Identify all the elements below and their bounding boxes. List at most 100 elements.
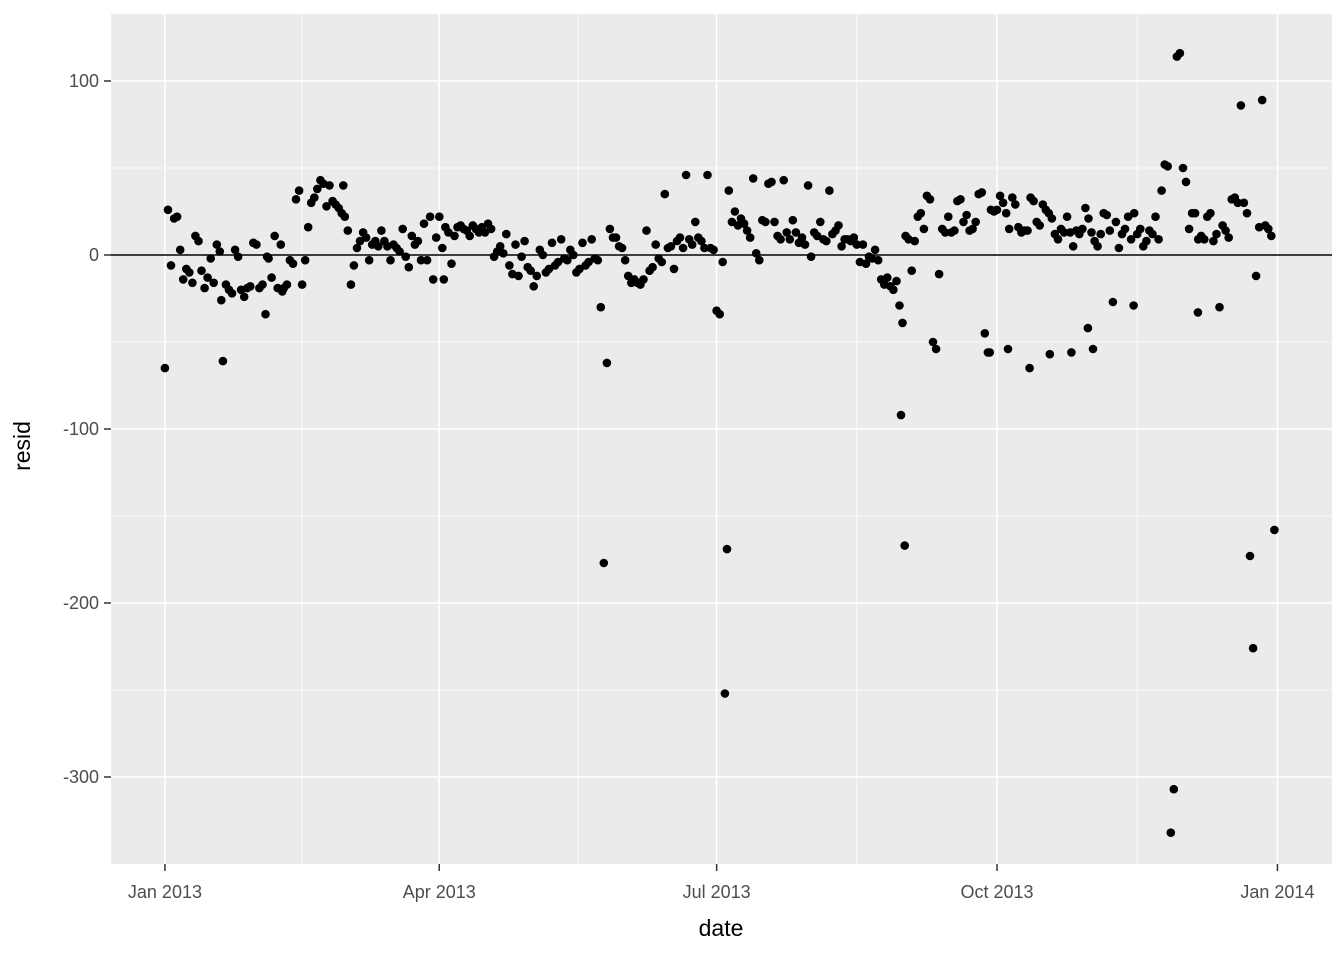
data-point <box>264 254 273 263</box>
data-point <box>447 259 456 269</box>
data-point <box>1206 208 1215 218</box>
data-point <box>1088 344 1098 354</box>
x-tick-label: Jan 2013 <box>128 882 202 902</box>
data-point <box>785 235 795 244</box>
data-point <box>529 282 538 291</box>
data-point <box>511 240 520 249</box>
data-point <box>200 283 209 293</box>
data-point <box>209 278 218 288</box>
data-point <box>230 245 240 255</box>
data-point <box>310 193 319 202</box>
data-point <box>681 170 691 180</box>
data-point <box>1148 229 1157 239</box>
data-point <box>1062 212 1072 221</box>
data-point <box>1114 243 1124 253</box>
data-point <box>313 184 322 194</box>
data-point <box>968 224 977 234</box>
data-point <box>203 273 212 282</box>
data-point <box>928 337 938 347</box>
data-point <box>197 266 206 276</box>
data-point <box>1136 224 1145 234</box>
data-point <box>185 268 194 277</box>
data-point <box>563 255 572 265</box>
y-tick-label: 0 <box>89 245 99 265</box>
data-point <box>1129 208 1139 218</box>
data-point <box>1157 186 1166 195</box>
data-point <box>340 212 350 221</box>
data-point <box>288 259 298 269</box>
data-point <box>687 240 697 249</box>
data-point <box>404 262 414 272</box>
data-point <box>587 235 596 244</box>
data-point <box>596 302 606 312</box>
data-point <box>520 236 529 246</box>
data-point <box>1008 193 1017 202</box>
data-point <box>258 280 267 289</box>
data-point <box>267 273 276 282</box>
data-point <box>755 255 764 265</box>
data-point <box>1175 48 1185 58</box>
data-point <box>892 276 901 286</box>
data-point <box>377 226 386 235</box>
data-point <box>816 217 825 227</box>
data-point <box>870 245 880 255</box>
data-point <box>514 271 523 281</box>
data-point <box>172 212 182 221</box>
data-point <box>435 212 444 221</box>
data-point <box>1169 784 1179 794</box>
data-point <box>730 207 740 216</box>
data-point <box>720 689 730 698</box>
data-point <box>1184 224 1194 234</box>
data-point <box>925 195 935 204</box>
data-point <box>398 224 408 234</box>
data-point <box>910 236 919 246</box>
data-point <box>352 243 362 253</box>
data-point <box>361 233 371 242</box>
data-point <box>675 233 685 242</box>
data-point <box>919 224 929 234</box>
y-tick-label: 100 <box>69 71 99 91</box>
data-point <box>322 202 331 211</box>
data-point <box>896 410 906 420</box>
data-point <box>188 278 197 288</box>
data-point <box>767 177 776 187</box>
data-point <box>294 186 304 195</box>
data-point <box>1236 101 1246 110</box>
data-point <box>895 301 904 310</box>
data-point <box>343 226 353 235</box>
data-point <box>642 226 651 235</box>
data-point <box>386 255 395 265</box>
data-point <box>431 233 441 242</box>
data-point <box>956 195 965 204</box>
data-point <box>858 240 868 249</box>
data-point <box>718 257 727 267</box>
data-point <box>1215 302 1224 312</box>
data-point <box>303 222 313 232</box>
data-point <box>1093 242 1102 251</box>
data-point <box>788 215 798 225</box>
data-point <box>617 243 627 253</box>
data-point <box>291 195 301 204</box>
data-point <box>834 221 843 230</box>
data-point <box>276 240 286 249</box>
data-point <box>1251 271 1261 281</box>
data-point <box>822 236 831 246</box>
data-point <box>556 235 566 244</box>
data-point <box>620 255 630 265</box>
gridlines-minor <box>111 14 1332 864</box>
data-point <box>724 186 734 195</box>
data-point <box>611 233 621 242</box>
data-point <box>486 224 496 234</box>
data-point <box>985 348 994 357</box>
data-point <box>669 264 679 274</box>
y-tick-label: -300 <box>63 767 99 787</box>
x-tick-label: Oct 2013 <box>961 882 1034 902</box>
data-point <box>1084 214 1093 223</box>
data-point <box>742 226 752 235</box>
data-point <box>873 255 883 265</box>
data-point <box>1248 643 1258 653</box>
y-axis-title: resid <box>9 421 35 471</box>
data-point <box>364 255 374 265</box>
data-point <box>270 231 280 241</box>
